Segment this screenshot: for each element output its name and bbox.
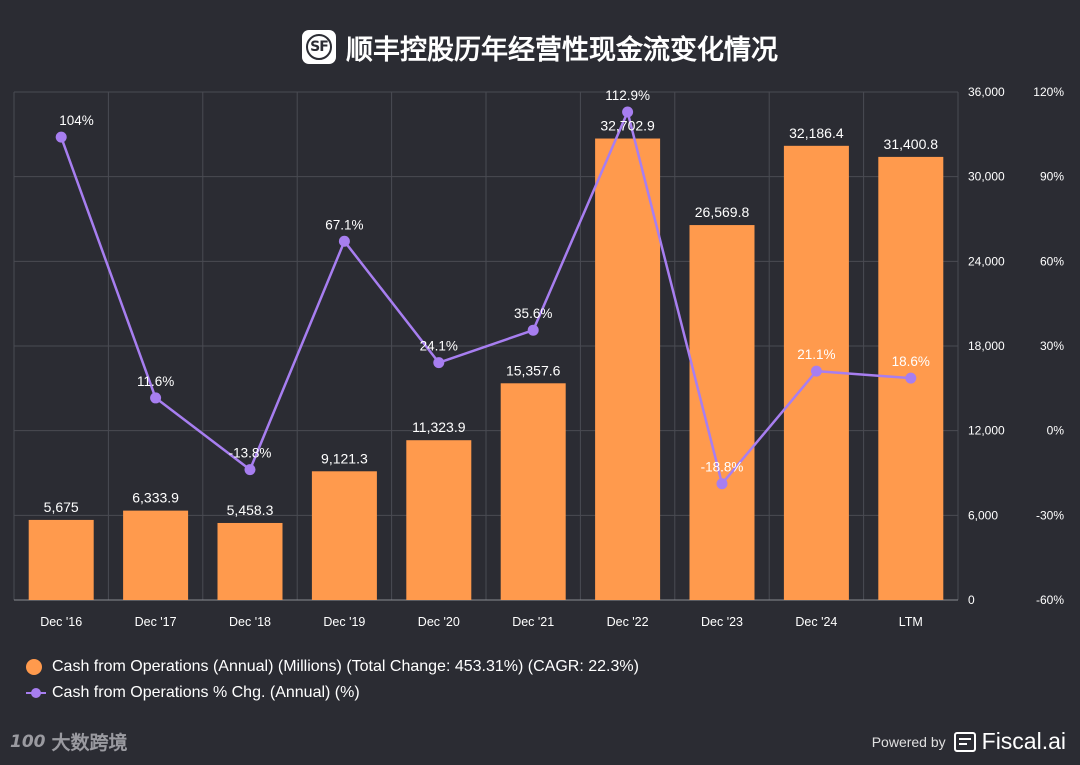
line-value-label: 11.6% [137, 374, 174, 389]
x-tick-label: LTM [899, 615, 923, 629]
y-right-tick-label: -60% [1036, 593, 1064, 607]
y-left-tick-label: 24,000 [968, 254, 1005, 268]
bar-value-label: 32,702.9 [600, 118, 655, 134]
line-series [55, 106, 917, 490]
line-point[interactable] [433, 357, 445, 369]
powered-by-text: Powered by [871, 733, 946, 750]
legend-bar-swatch-icon [26, 659, 42, 675]
bar-value-label: 5,675 [44, 499, 79, 515]
legend: Cash from Operations (Annual) (Millions)… [26, 654, 639, 706]
x-tick-label: Dec '17 [135, 615, 177, 629]
legend-line-swatch-icon [26, 685, 46, 701]
line-point[interactable] [150, 392, 162, 404]
line-value-label: 104% [59, 113, 94, 128]
x-tick-label: Dec '24 [795, 615, 837, 629]
x-tick-label: Dec '16 [40, 615, 82, 629]
y-axis-right-labels: -60% -30% 0% 30% 60% 90% 120% [1033, 85, 1064, 607]
y-right-tick-label: 120% [1033, 85, 1064, 99]
legend-item-pct-change[interactable]: Cash from Operations % Chg. (Annual) (%) [26, 680, 639, 706]
company-logo: SF [302, 30, 336, 64]
bar[interactable] [595, 138, 661, 600]
line-point[interactable] [716, 478, 728, 490]
bar[interactable] [689, 225, 755, 600]
bar[interactable] [28, 519, 94, 600]
y-left-tick-label: 18,000 [968, 339, 1005, 353]
chart-title: 顺丰控股历年经营性现金流变化情况 [346, 34, 778, 66]
bar-value-label: 6,333.9 [132, 490, 179, 506]
y-right-tick-label: 90% [1040, 170, 1064, 184]
y-left-tick-label: 36,000 [968, 85, 1005, 99]
line-value-label: -18.8% [701, 460, 744, 475]
watermark-text: 大数跨境 [51, 732, 128, 754]
line-value-label: 21.1% [797, 347, 835, 362]
y-axis-left-labels: 0 6,000 12,000 18,000 24,000 30,000 36,000 [968, 85, 1005, 607]
x-tick-label: Dec '18 [229, 615, 271, 629]
line-value-label: 24.1% [420, 339, 458, 354]
bar[interactable] [406, 440, 472, 600]
line-point[interactable] [527, 324, 539, 336]
x-tick-label: Dec '20 [418, 615, 460, 629]
bar-data-labels: 5,675 6,333.9 5,458.3 9,121.3 11,323.9 15,357… [44, 118, 939, 518]
bar-value-label: 31,400.8 [884, 136, 939, 152]
x-tick-label: Dec '22 [607, 615, 649, 629]
legend-line-label: Cash from Operations % Chg. (Annual) (%) [52, 684, 360, 701]
chart-header: SF 顺丰控股历年经营性现金流变化情况 [0, 22, 1080, 72]
y-left-tick-label: 0 [968, 593, 975, 607]
bar[interactable] [311, 471, 377, 600]
x-axis-labels: Dec '16 Dec '17 Dec '18 Dec '19 Dec '20 Dec '… [40, 615, 923, 629]
x-tick-label: Dec '19 [323, 615, 365, 629]
bar-value-label: 9,121.3 [321, 450, 368, 466]
line-value-label: -13.8% [229, 446, 272, 461]
fiscal-ai-brand[interactable]: Fiscal.ai [981, 728, 1066, 754]
line-value-label: 112.9% [605, 88, 650, 103]
line-point[interactable] [622, 106, 634, 118]
watermark: 100 大数跨境 [10, 728, 128, 755]
line-point[interactable] [338, 235, 350, 247]
y-left-tick-label: 12,000 [968, 424, 1005, 438]
bar[interactable] [500, 383, 566, 600]
line-data-labels: 104% 11.6% -13.8% 67.1% 24.1% 35.6% 112.9% -18.… [59, 88, 930, 475]
bar-value-label: 15,357.6 [506, 362, 561, 378]
bar-value-label: 26,569.8 [695, 204, 750, 220]
line-value-label: 18.6% [892, 354, 930, 369]
bar-series [28, 138, 944, 600]
bar[interactable] [123, 510, 189, 600]
y-right-tick-label: 0% [1047, 424, 1065, 438]
bar[interactable] [217, 522, 283, 600]
bar-value-label: 11,323.9 [412, 419, 466, 435]
line-value-label: 67.1% [325, 217, 363, 232]
bar-value-label: 5,458.3 [227, 502, 274, 518]
company-logo-text: SF [306, 34, 332, 60]
y-right-tick-label: -30% [1036, 508, 1064, 522]
x-tick-label: Dec '23 [701, 615, 743, 629]
line-path [60, 110, 911, 485]
fiscal-ai-logo-icon [953, 731, 976, 752]
y-left-tick-label: 30,000 [968, 170, 1005, 184]
line-value-label: 35.6% [514, 306, 552, 321]
y-right-tick-label: 60% [1040, 254, 1064, 268]
combo-chart: 0 6,000 12,000 18,000 24,000 30,000 36,000 -60… [13, 85, 1064, 629]
line-point[interactable] [244, 464, 256, 476]
y-right-tick-label: 30% [1040, 339, 1064, 353]
line-point[interactable] [55, 131, 67, 143]
line-point[interactable] [810, 365, 822, 377]
legend-bar-label: Cash from Operations (Annual) (Millions)… [52, 658, 639, 675]
y-left-tick-label: 6,000 [968, 508, 998, 522]
watermark-logo: 100 [10, 731, 46, 752]
line-point[interactable] [905, 372, 917, 384]
legend-item-cash-from-operations[interactable]: Cash from Operations (Annual) (Millions)… [26, 654, 639, 680]
powered-by: Powered by Fiscal.ai [872, 728, 1066, 755]
bar-value-label: 32,186.4 [789, 125, 844, 141]
x-tick-label: Dec '21 [512, 615, 554, 629]
